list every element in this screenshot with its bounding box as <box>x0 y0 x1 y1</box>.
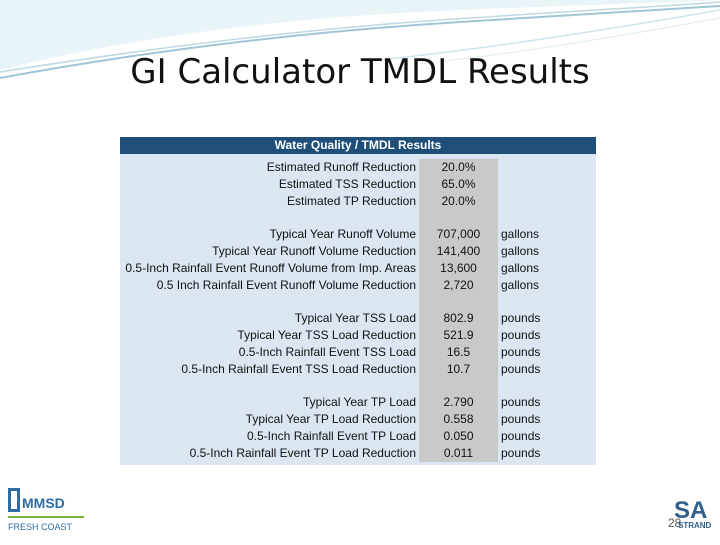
row-value: 20.0% <box>419 159 498 176</box>
row-label: 0.5-Inch Rainfall Event TSS Load <box>239 344 416 361</box>
value-column-spacer <box>419 294 498 310</box>
table-row: 0.5 Inch Rainfall Event Runoff Volume Re… <box>120 277 596 294</box>
table-row: Estimated TP Reduction 20.0% <box>120 193 596 210</box>
row-label: Typical Year Runoff Volume Reduction <box>212 243 416 260</box>
row-label: Estimated TP Reduction <box>287 193 416 210</box>
row-value: 0.558 <box>419 411 498 428</box>
mmsd-logo-text: MMSD <box>22 495 65 511</box>
value-column-spacer <box>419 378 498 394</box>
row-value: 521.9 <box>419 327 498 344</box>
row-unit: gallons <box>501 243 539 260</box>
table-row: Estimated Runoff Reduction 20.0% <box>120 159 596 176</box>
strand-logo-text: STRAND <box>678 521 712 530</box>
row-label: 0.5 Inch Rainfall Event Runoff Volume Re… <box>157 277 416 294</box>
value-column-spacer <box>419 210 498 226</box>
row-value: 13,600 <box>419 260 498 277</box>
row-unit: gallons <box>501 260 539 277</box>
table-row: Typical Year TSS Load Reduction 521.9 poun… <box>120 327 596 344</box>
row-label: 0.5-Inch Rainfall Event TP Load Reductio… <box>190 445 416 462</box>
row-unit: pounds <box>501 327 540 344</box>
table-row: Typical Year TP Load Reduction 0.558 pound… <box>120 411 596 428</box>
row-value: 10.7 <box>419 361 498 378</box>
row-value: 20.0% <box>419 193 498 210</box>
table-row: Typical Year Runoff Volume Reduction 141,… <box>120 243 596 260</box>
row-label: Typical Year TSS Load Reduction <box>237 327 416 344</box>
mmsd-fresh-coast-logo: MMSD FRESH COAST <box>6 486 86 538</box>
row-label: 0.5-Inch Rainfall Event Runoff Volume fr… <box>125 260 416 277</box>
row-label: Estimated Runoff Reduction <box>267 159 416 176</box>
table-row: 0.5-Inch Rainfall Event TSS Load Reducti… <box>120 361 596 378</box>
table-row: 0.5-Inch Rainfall Event Runoff Volume fr… <box>120 260 596 277</box>
row-value: 802.9 <box>419 310 498 327</box>
table-row: Typical Year TSS Load 802.9 pounds <box>120 310 596 327</box>
row-label: Typical Year TP Load Reduction <box>246 411 416 428</box>
row-unit: pounds <box>501 445 540 462</box>
table-row: Estimated TSS Reduction 65.0% <box>120 176 596 193</box>
row-label: Typical Year Runoff Volume <box>269 226 416 243</box>
row-unit: gallons <box>501 226 539 243</box>
row-unit: pounds <box>501 428 540 445</box>
table-heading: Water Quality / TMDL Results <box>120 137 596 154</box>
row-value: 16.5 <box>419 344 498 361</box>
fresh-coast-logo-text: FRESH COAST <box>8 522 73 532</box>
tmdl-results-table: Water Quality / TMDL Results Estimated R… <box>120 137 596 465</box>
slide-title: GI Calculator TMDL Results <box>0 52 720 92</box>
row-label: 0.5-Inch Rainfall Event TSS Load Reducti… <box>181 361 416 378</box>
page-number: 28 <box>668 516 681 530</box>
row-label: 0.5-Inch Rainfall Event TP Load <box>247 428 416 445</box>
row-unit: pounds <box>501 310 540 327</box>
table-row: 0.5-Inch Rainfall Event TSS Load 16.5 poun… <box>120 344 596 361</box>
table-row: 0.5-Inch Rainfall Event TP Load Reductio… <box>120 445 596 462</box>
row-unit: pounds <box>501 344 540 361</box>
row-label: Estimated TSS Reduction <box>279 176 416 193</box>
row-unit: gallons <box>501 277 539 294</box>
row-label: Typical Year TP Load <box>303 394 416 411</box>
row-value: 0.050 <box>419 428 498 445</box>
row-value: 2.790 <box>419 394 498 411</box>
table-row: Typical Year Runoff Volume 707,000 gallons <box>120 226 596 243</box>
row-unit: pounds <box>501 411 540 428</box>
row-value: 65.0% <box>419 176 498 193</box>
row-value: 707,000 <box>419 226 498 243</box>
row-unit: pounds <box>501 394 540 411</box>
row-value: 2,720 <box>419 277 498 294</box>
table-row: 0.5-Inch Rainfall Event TP Load 0.050 poun… <box>120 428 596 445</box>
row-label: Typical Year TSS Load <box>295 310 416 327</box>
row-unit: pounds <box>501 361 540 378</box>
table-row: Typical Year TP Load 2.790 pounds <box>120 394 596 411</box>
row-value: 0.011 <box>419 445 498 462</box>
row-value: 141,400 <box>419 243 498 260</box>
